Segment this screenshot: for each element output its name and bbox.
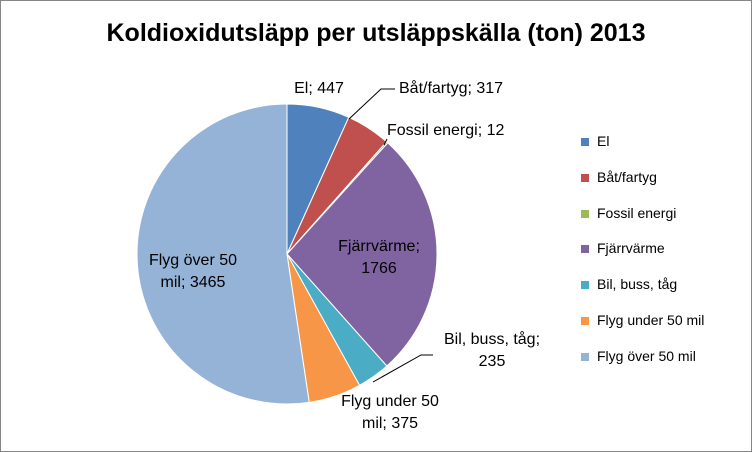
leader-line <box>372 354 433 383</box>
data-label: Flyg över 50 mil; 3465 <box>149 252 237 291</box>
legend-label: Bil, buss, tåg <box>597 276 678 293</box>
legend-label: El <box>597 133 610 149</box>
data-label: El; 447 <box>294 80 344 97</box>
data-label-line: 235 <box>479 353 506 370</box>
legend-swatch <box>581 209 589 218</box>
data-label-line: Bil, buss, tåg; <box>444 330 540 348</box>
data-label-line: Fjärrvärme; <box>338 238 420 255</box>
leader-line <box>383 138 388 146</box>
legend-item: Fjärrvärme <box>581 240 751 260</box>
data-label-line: El; 447 <box>294 80 344 97</box>
data-label-line: Flyg under 50 <box>341 393 439 410</box>
legend-item: El <box>581 133 751 153</box>
legend-item: Flyg under 50 mil <box>581 312 751 332</box>
legend-label: Båt/fartyg <box>597 168 657 185</box>
legend-item: Bil, buss, tåg <box>581 276 751 296</box>
legend-label: Flyg över 50 mil <box>597 347 696 364</box>
legend-swatch <box>581 317 589 325</box>
data-label-line: mil; 3465 <box>161 274 226 291</box>
leader-line <box>348 88 395 120</box>
legend-item: Fossil energi <box>581 205 751 225</box>
pie-slice <box>286 142 438 367</box>
chart-title: Koldioxidutsläpp per utsläppskälla (ton)… <box>106 19 646 47</box>
data-label: Fossil energi; 12 <box>387 122 504 139</box>
legend-swatch <box>581 281 589 290</box>
legend-item: Flyg över 50 mil <box>581 348 751 368</box>
legend-swatch <box>581 173 589 182</box>
pie-slice <box>136 103 310 405</box>
data-label-line: mil; 375 <box>362 415 418 432</box>
legend-item: Båt/fartyg <box>581 169 751 189</box>
data-label-line: Båt/fartyg; 317 <box>399 79 503 97</box>
data-label-line: 1766 <box>361 260 397 277</box>
legend-label: Fossil energi <box>597 204 677 221</box>
legend-swatch <box>581 352 589 361</box>
data-label: Båt/fartyg; 317 <box>399 79 503 97</box>
data-label: Flyg under 50 mil; 375 <box>341 393 439 432</box>
data-label: Fjärrvärme; 1766 <box>338 238 420 277</box>
legend-label: Fjärrvärme <box>597 240 665 257</box>
data-label: Bil, buss, tåg; 235 <box>444 330 540 370</box>
legend-label: Flyg under 50 mil <box>597 312 705 328</box>
legend-swatch <box>581 245 589 254</box>
data-label-line: Fossil energi; 12 <box>387 122 504 139</box>
legend-swatch <box>581 138 589 146</box>
data-label-line: Flyg över 50 <box>149 252 237 269</box>
